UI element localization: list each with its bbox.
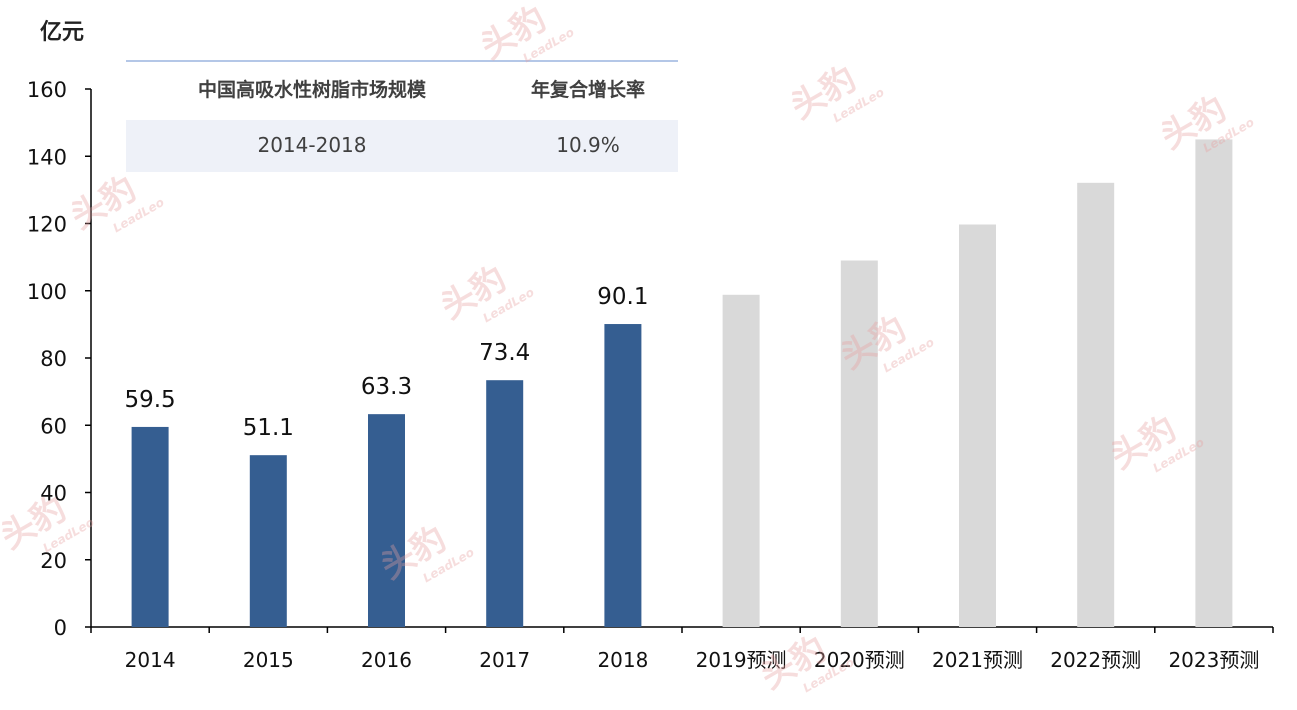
x-tick-label: 2019预测 <box>696 648 787 672</box>
cagr-table-header: 中国高吸水性树脂市场规模 年复合增长率 <box>126 60 678 122</box>
bar-data-label: 51.1 <box>243 415 294 441</box>
x-tick-label: 2017 <box>479 648 530 672</box>
bar <box>604 324 642 627</box>
table-cell-cagr-value: 10.9% <box>556 133 620 157</box>
x-tick-label: 2018 <box>597 648 648 672</box>
table-cell-period: 2014-2018 <box>257 133 367 157</box>
cagr-table-row: 2014-2018 10.9% <box>126 120 678 172</box>
x-tick-label: 2016 <box>361 648 412 672</box>
y-tick-label: 140 <box>27 145 67 169</box>
x-tick-label: 2014 <box>125 648 176 672</box>
bar <box>722 294 760 627</box>
x-tick-label: 2022预测 <box>1050 648 1141 672</box>
bar <box>486 380 524 627</box>
y-tick-label: 120 <box>27 213 67 237</box>
x-tick-label: 2021预测 <box>932 648 1023 672</box>
y-tick-label: 80 <box>40 347 67 371</box>
table-header-cagr: 年复合增长率 <box>530 79 645 101</box>
y-tick-label: 100 <box>27 280 67 304</box>
x-tick-label: 2023预测 <box>1168 648 1259 672</box>
cagr-table: 中国高吸水性树脂市场规模 年复合增长率 2014-2018 10.9% <box>126 60 678 172</box>
bar <box>368 414 405 627</box>
bar <box>959 224 996 628</box>
bar-data-label: 73.4 <box>479 340 530 366</box>
y-tick-label: 20 <box>40 549 67 573</box>
y-tick-label: 0 <box>54 616 67 640</box>
bar-data-label: 63.3 <box>361 374 412 400</box>
table-header-market-size: 中国高吸水性树脂市场规模 <box>197 79 426 101</box>
bar-data-label: 90.1 <box>597 284 648 310</box>
y-axis-unit-label: 亿元 <box>40 20 85 45</box>
y-tick-label: 40 <box>40 482 67 506</box>
bar <box>131 426 169 627</box>
y-tick-label: 60 <box>40 414 67 438</box>
bar <box>249 455 287 627</box>
bar <box>1077 182 1115 627</box>
bar <box>840 260 878 627</box>
x-tick-label: 2015 <box>243 648 294 672</box>
bar <box>1195 139 1233 627</box>
x-tick-label: 2020预测 <box>814 648 905 672</box>
bar-data-label: 59.5 <box>124 387 175 413</box>
y-tick-label: 160 <box>27 78 67 102</box>
